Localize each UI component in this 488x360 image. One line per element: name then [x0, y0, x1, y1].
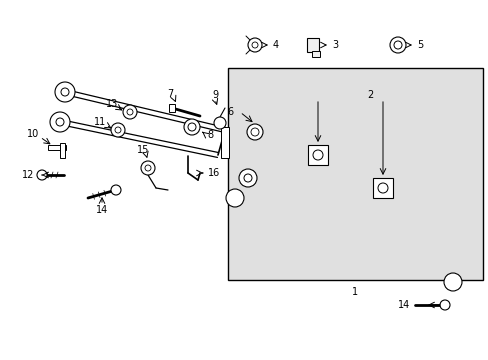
Circle shape: [55, 82, 75, 102]
Circle shape: [145, 165, 151, 171]
Bar: [307, 145, 327, 165]
Bar: [311, 51, 319, 57]
Circle shape: [50, 112, 70, 132]
Circle shape: [443, 273, 461, 291]
Circle shape: [246, 124, 263, 140]
Circle shape: [377, 183, 387, 193]
Text: 12: 12: [21, 170, 34, 180]
Text: 10: 10: [27, 129, 39, 139]
Circle shape: [312, 150, 323, 160]
Circle shape: [247, 38, 262, 52]
Text: 14: 14: [397, 300, 409, 310]
Bar: [372, 178, 392, 198]
Text: 3: 3: [331, 40, 337, 50]
Bar: [169, 104, 175, 112]
Text: 13: 13: [106, 99, 118, 109]
Bar: [221, 127, 228, 158]
Circle shape: [37, 170, 47, 180]
Circle shape: [141, 161, 155, 175]
Text: 8: 8: [206, 130, 213, 140]
Circle shape: [389, 37, 405, 53]
Circle shape: [225, 189, 244, 207]
Circle shape: [61, 88, 69, 96]
Text: 7: 7: [166, 89, 173, 99]
Text: 11: 11: [94, 117, 106, 127]
Circle shape: [56, 118, 64, 126]
Circle shape: [393, 41, 401, 49]
Circle shape: [439, 300, 449, 310]
Text: 5: 5: [416, 40, 423, 50]
Bar: [60, 143, 65, 158]
Text: 4: 4: [272, 40, 279, 50]
Circle shape: [123, 105, 137, 119]
Circle shape: [183, 119, 200, 135]
Circle shape: [111, 123, 125, 137]
Circle shape: [111, 185, 121, 195]
Bar: [48, 145, 66, 150]
Text: 6: 6: [227, 107, 234, 117]
Circle shape: [115, 127, 121, 133]
Circle shape: [239, 169, 257, 187]
Circle shape: [244, 174, 251, 182]
Circle shape: [251, 42, 258, 48]
Text: 1: 1: [351, 287, 357, 297]
Circle shape: [187, 123, 196, 131]
Bar: [306, 38, 318, 52]
Text: 16: 16: [207, 168, 220, 178]
Circle shape: [127, 109, 133, 115]
Text: 9: 9: [211, 90, 218, 100]
Text: 2: 2: [366, 90, 372, 100]
Bar: [227, 68, 482, 280]
Circle shape: [214, 117, 225, 129]
Circle shape: [250, 128, 259, 136]
Text: 14: 14: [96, 205, 108, 215]
Text: 15: 15: [137, 145, 149, 155]
